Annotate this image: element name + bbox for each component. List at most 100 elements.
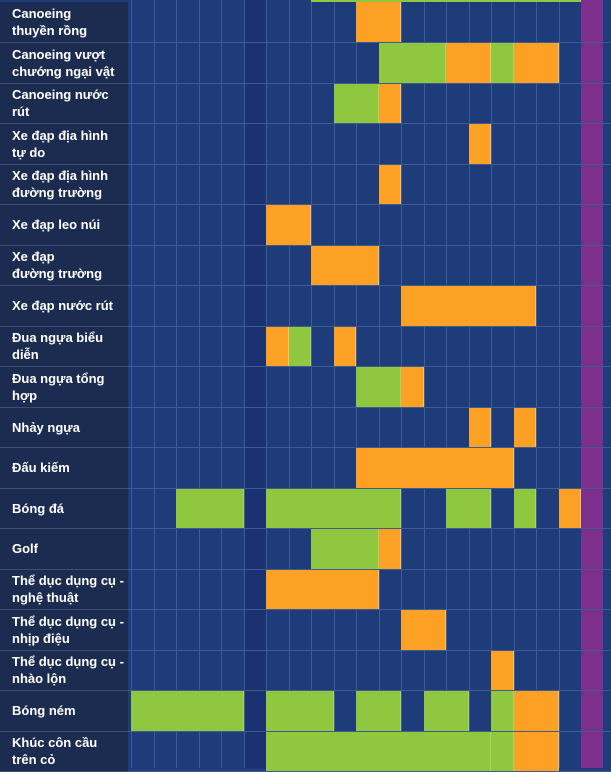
grid-column	[154, 0, 177, 768]
sport-label-line: Đua ngựa tổng hợp	[12, 370, 128, 404]
sport-label-line: nhịp điệu	[12, 630, 124, 647]
closing-day-band	[581, 0, 603, 768]
medal-day-cell	[401, 610, 446, 650]
sport-label: Bóng ném	[0, 691, 128, 732]
medal-day-cell	[514, 732, 559, 772]
grid-column	[469, 0, 492, 768]
row-divider	[128, 407, 611, 408]
sport-label: Thể dục dụng cụ -nhịp điệu	[0, 610, 128, 651]
sport-label-line: Thể dục dụng cụ -	[12, 613, 124, 630]
row-divider	[128, 164, 611, 165]
competition-day-cell	[491, 732, 514, 772]
row-divider	[128, 326, 611, 327]
medal-day-cell	[266, 205, 311, 245]
sport-label-line: nghệ thuật	[12, 589, 124, 606]
grid-column	[289, 0, 312, 768]
sport-label-line: Xe đạp leo núi	[12, 216, 100, 233]
sport-label: Bóng đá	[0, 489, 128, 530]
sport-label: Canoeing nước rút	[0, 84, 128, 125]
grid-column	[244, 0, 267, 768]
grid-column	[266, 0, 289, 768]
competition-day-cell	[356, 691, 401, 731]
medal-day-cell	[334, 327, 357, 367]
competition-day-cell	[446, 489, 491, 529]
row-divider	[128, 650, 611, 651]
competition-day-cell	[334, 84, 379, 124]
sport-label: Golf	[0, 529, 128, 570]
medal-day-cell	[469, 124, 492, 164]
grid-column	[446, 0, 469, 768]
competition-day-cell	[131, 691, 244, 731]
sport-label-line: Đấu kiếm	[12, 459, 70, 476]
right-edge	[603, 0, 611, 768]
medal-day-cell	[379, 165, 402, 205]
sport-label: Thể dục dụng cụ -nhào lộn	[0, 651, 128, 692]
row-divider	[128, 204, 611, 205]
grid-column	[559, 0, 582, 768]
grid-column	[199, 0, 222, 768]
medal-day-cell	[401, 286, 536, 326]
competition-day-cell	[356, 367, 401, 407]
sport-label-line: Xe đạp địa hình	[12, 167, 108, 184]
competition-day-cell	[266, 691, 334, 731]
medal-day-cell	[514, 408, 537, 448]
medal-day-cell	[514, 691, 559, 731]
medal-day-cell	[401, 367, 424, 407]
grid-column	[424, 0, 447, 768]
sport-label-line: Canoeing vượt	[12, 46, 114, 63]
sport-label-line: chướng ngại vật	[12, 63, 114, 80]
competition-day-cell	[266, 732, 491, 772]
grid-column	[514, 0, 537, 768]
competition-day-cell	[379, 43, 447, 83]
sport-label-line: Xe đạp	[12, 248, 102, 265]
grid-column	[221, 0, 244, 768]
competition-day-cell	[491, 691, 514, 731]
sport-label-line: Golf	[12, 540, 38, 557]
medal-day-cell	[514, 43, 559, 83]
sport-label-line: Bóng đá	[12, 500, 64, 517]
row-divider	[128, 123, 611, 124]
medal-day-cell	[491, 651, 514, 691]
competition-day-cell	[514, 489, 537, 529]
sport-label-line: đường trường	[12, 184, 108, 201]
medal-day-cell	[379, 84, 402, 124]
competition-day-cell	[266, 489, 401, 529]
sport-label: Đua ngựa tổng hợp	[0, 367, 128, 408]
competition-day-cell	[491, 43, 514, 83]
medal-day-cell	[446, 43, 491, 83]
competition-day-cell	[311, 529, 379, 569]
sport-label-line: Thể dục dụng cụ -	[12, 572, 124, 589]
sport-label-line: Canoeing	[12, 5, 87, 22]
medal-day-cell	[356, 448, 514, 488]
sport-label-line: Xe đạp nước rút	[12, 297, 113, 314]
medal-day-cell	[559, 489, 582, 529]
medal-day-cell	[379, 529, 402, 569]
partial-top-green-bar	[311, 0, 581, 2]
sport-label-line: Thể dục dụng cụ -	[12, 653, 124, 670]
sport-label: Đua ngựa biểu diễn	[0, 327, 128, 368]
sport-label: Thể dục dụng cụ -nghệ thuật	[0, 570, 128, 611]
grid-column	[536, 0, 559, 768]
competition-day-cell	[176, 489, 244, 529]
medal-day-cell	[356, 2, 401, 42]
sport-label-line: thuyền rồng	[12, 22, 87, 39]
competition-day-cell	[424, 691, 469, 731]
medal-day-cell	[311, 246, 379, 286]
sport-label-line: Bóng ném	[12, 702, 76, 719]
sport-label-line: Đua ngựa biểu diễn	[12, 329, 128, 363]
sport-label-line: trên cỏ	[12, 751, 97, 768]
sport-label-line: Nhảy ngựa	[12, 419, 80, 436]
medal-day-cell	[266, 570, 379, 610]
competition-day-cell	[289, 327, 312, 367]
grid-column	[131, 0, 154, 768]
sport-label-line: Canoeing nước rút	[12, 86, 128, 120]
sport-label-line: nhào lộn	[12, 670, 124, 687]
medal-day-cell	[266, 327, 289, 367]
grid-column	[176, 0, 199, 768]
